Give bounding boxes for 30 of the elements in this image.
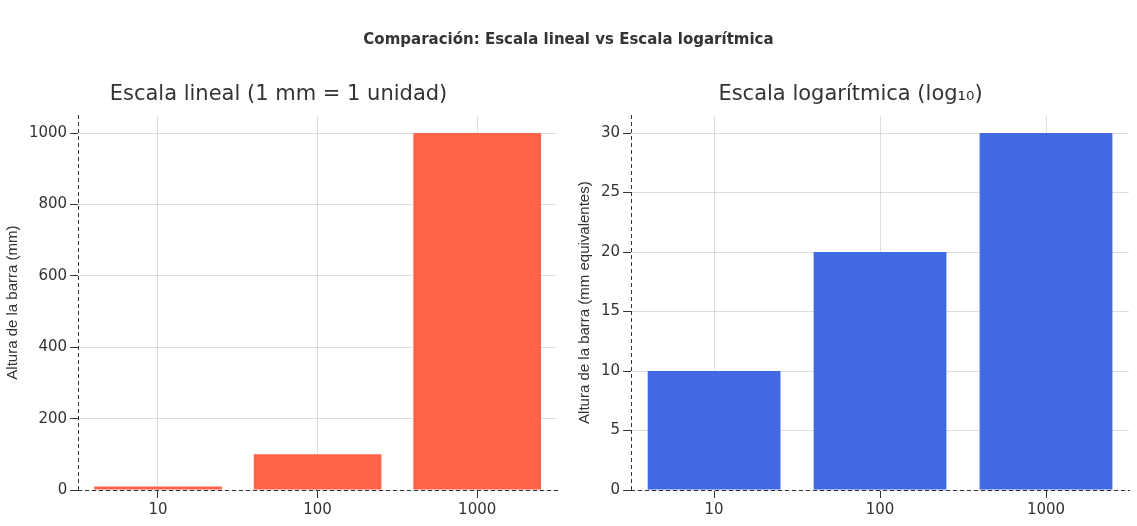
y-tick-label: 400 <box>38 337 68 356</box>
y-axis-title: Altura de la barra (mm) <box>3 225 21 380</box>
y-axis-title: Altura de la barra (mm equivalentes) <box>575 181 593 424</box>
y-tick-label: 10 <box>600 360 621 379</box>
x-tick-label: 100 <box>865 499 895 518</box>
x-tick-label: 1000 <box>458 499 497 518</box>
y-tick-label: 30 <box>600 122 621 141</box>
text: Comparación: Escala lineal vs Escala logarítmica <box>362 30 775 48</box>
y-tick-label: 20 <box>600 241 621 260</box>
bar <box>979 133 1113 490</box>
y-tick-label: 800 <box>38 194 68 213</box>
bar <box>253 454 382 490</box>
y-tick-label: 600 <box>38 265 68 284</box>
y-tick-label: 5 <box>610 420 621 439</box>
x-tick-label: 100 <box>303 499 332 518</box>
y-tick-label: 1000 <box>28 122 68 141</box>
x-tick-label: 10 <box>704 499 724 518</box>
y-tick-label: 25 <box>600 182 621 201</box>
bar <box>647 371 781 490</box>
bar <box>94 486 222 490</box>
y-tick-label: 15 <box>600 301 621 320</box>
chart-title: Escala logarítmica (log₁₀) <box>718 81 983 106</box>
y-tick-label: 200 <box>38 408 68 427</box>
y-tick-label: 0 <box>610 479 621 498</box>
y-tick-label: 0 <box>57 479 68 498</box>
bar <box>813 252 947 490</box>
x-tick-label: 1000 <box>1026 499 1066 518</box>
bar <box>413 133 542 490</box>
x-tick-label: 10 <box>148 499 168 518</box>
chart-title: Escala lineal (1 mm = 1 unidad) <box>109 81 448 106</box>
